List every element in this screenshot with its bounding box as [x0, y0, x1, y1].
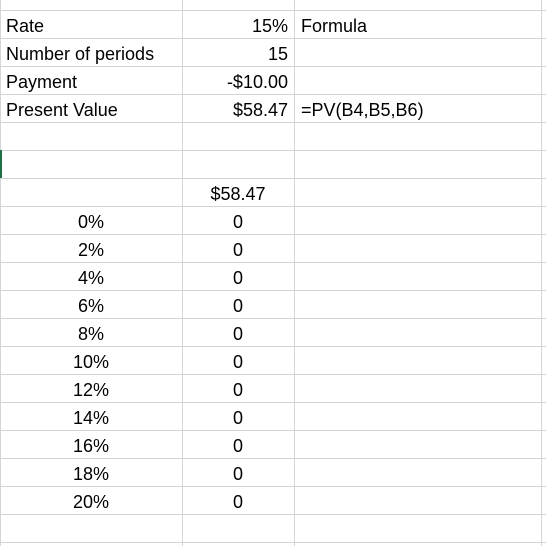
- grid-column-line: [0, 0, 1, 546]
- table-row-rate[interactable]: 14%: [72, 408, 110, 428]
- table-row-rate[interactable]: 8%: [77, 324, 104, 344]
- grid-row-line: [0, 122, 546, 123]
- table-row-rate[interactable]: 6%: [77, 296, 104, 316]
- grid-row-line: [0, 206, 546, 207]
- table-row-value[interactable]: 0: [232, 212, 243, 232]
- table-row-value[interactable]: 0: [232, 436, 243, 456]
- grid-row-line: [0, 290, 546, 291]
- grid-row-line: [0, 430, 546, 431]
- formula-heading[interactable]: Formula: [301, 16, 368, 36]
- grid-row-line: [0, 234, 546, 235]
- rate-label[interactable]: Rate: [6, 16, 45, 36]
- periods-label[interactable]: Number of periods: [6, 44, 155, 64]
- present-value-value[interactable]: $58.47: [232, 100, 288, 120]
- payment-value[interactable]: -$10.00: [226, 72, 288, 92]
- table-row-value[interactable]: 0: [232, 408, 243, 428]
- present-value-label[interactable]: Present Value: [6, 100, 118, 120]
- grid-row-line: [0, 150, 546, 151]
- table-row-value[interactable]: 0: [232, 240, 243, 260]
- table-row-value[interactable]: 0: [232, 492, 243, 512]
- grid-row-line: [0, 402, 546, 403]
- grid-row-line: [0, 486, 546, 487]
- table-row-rate[interactable]: 20%: [72, 492, 110, 512]
- table-row-rate[interactable]: 18%: [72, 464, 110, 484]
- active-cell-marker: [0, 150, 2, 178]
- grid-row-line: [0, 10, 546, 11]
- table-row-rate[interactable]: 4%: [77, 268, 104, 288]
- payment-label[interactable]: Payment: [6, 72, 78, 92]
- periods-value[interactable]: 15: [267, 44, 288, 64]
- table-row-rate[interactable]: 0%: [77, 212, 104, 232]
- table-row-rate[interactable]: 16%: [72, 436, 110, 456]
- table-row-rate[interactable]: 12%: [72, 380, 110, 400]
- rate-value[interactable]: 15%: [251, 16, 288, 36]
- grid-column-line: [182, 0, 183, 546]
- data-table-header-value[interactable]: $58.47: [210, 184, 266, 204]
- table-row-rate[interactable]: 10%: [72, 352, 110, 372]
- grid-column-line: [541, 0, 542, 546]
- present-value-formula[interactable]: =PV(B4,B5,B6): [301, 100, 424, 120]
- grid-row-line: [0, 94, 546, 95]
- table-row-value[interactable]: 0: [232, 324, 243, 344]
- grid-row-line: [0, 542, 546, 543]
- table-row-value[interactable]: 0: [232, 380, 243, 400]
- table-row-rate[interactable]: 2%: [77, 240, 104, 260]
- grid-column-line: [294, 0, 295, 546]
- grid-row-line: [0, 262, 546, 263]
- table-row-value[interactable]: 0: [232, 268, 243, 288]
- grid-row-line: [0, 458, 546, 459]
- table-row-value[interactable]: 0: [232, 464, 243, 484]
- grid-row-line: [0, 66, 546, 67]
- grid-row-line: [0, 38, 546, 39]
- table-row-value[interactable]: 0: [232, 352, 243, 372]
- grid-row-line: [0, 346, 546, 347]
- grid-row-line: [0, 514, 546, 515]
- grid-row-line: [0, 374, 546, 375]
- grid-row-line: [0, 178, 546, 179]
- grid-row-line: [0, 318, 546, 319]
- table-row-value[interactable]: 0: [232, 296, 243, 316]
